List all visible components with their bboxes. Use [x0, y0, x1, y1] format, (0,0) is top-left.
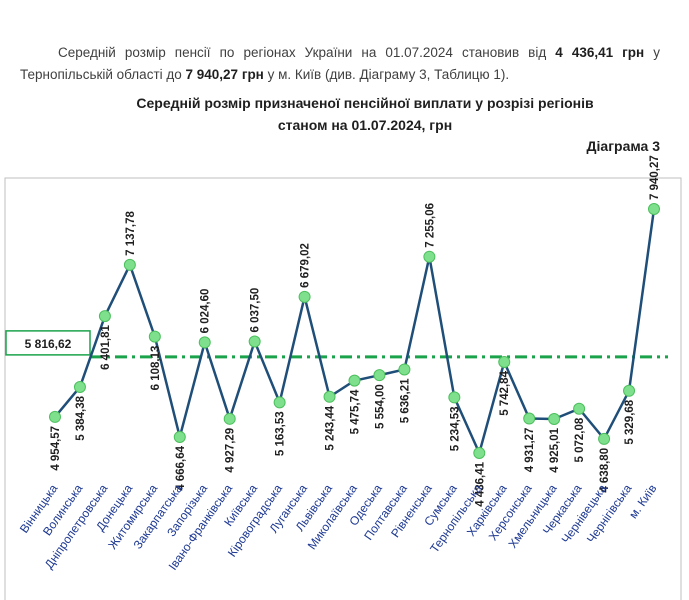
- data-label: 6 401,81: [100, 325, 112, 370]
- data-label: 5 243,44: [325, 405, 337, 450]
- chart-title: Середній розмір призначеної пенсійної ви…: [136, 95, 594, 111]
- data-label: 7 940,27: [649, 155, 661, 200]
- data-label: 4 931,27: [524, 428, 536, 473]
- paragraph-run: Середній розмір пенсії по регіонах Украї…: [58, 44, 556, 60]
- paragraph-run: у м. Київ (див. Діаграму 3, Таблицю 1).: [263, 66, 510, 82]
- data-label: 4 638,80: [599, 448, 611, 493]
- data-label: 5 072,08: [574, 417, 586, 462]
- data-label: 7 255,06: [424, 203, 436, 248]
- data-label: 4 954,57: [50, 426, 62, 471]
- data-label: 5 554,00: [374, 384, 386, 429]
- data-point: [623, 384, 636, 397]
- data-point: [398, 363, 411, 376]
- data-point: [373, 369, 386, 382]
- reference-label-box: [5, 330, 91, 356]
- reference-label: 5 816,62: [25, 337, 72, 351]
- data-label: 7 137,78: [125, 211, 137, 256]
- data-point: [123, 258, 136, 271]
- data-point: [473, 447, 486, 459]
- chart-subtitle: станом на 01.07.2024, грн: [278, 117, 452, 133]
- data-label: 6 108,13: [150, 346, 162, 391]
- data-point: [173, 430, 186, 443]
- data-point: [448, 391, 461, 404]
- chart-frame: [4, 177, 682, 600]
- data-point: [223, 412, 236, 425]
- data-label: 6 679,02: [300, 243, 312, 288]
- data-point: [298, 290, 311, 303]
- data-label: 5 475,74: [350, 389, 362, 434]
- data-point: [49, 410, 61, 423]
- data-point: [548, 412, 561, 425]
- data-point: [598, 432, 611, 445]
- data-label: 6 037,50: [250, 288, 262, 333]
- data-label: 5 163,53: [275, 411, 287, 456]
- data-point: [573, 402, 586, 415]
- data-point: [248, 335, 261, 348]
- data-point: [498, 356, 511, 369]
- data-label: 4 927,29: [225, 428, 237, 473]
- data-point: [648, 203, 660, 215]
- paragraph-run: 7 940,27 грн: [185, 66, 264, 82]
- data-point: [73, 380, 86, 393]
- data-point: [148, 330, 161, 343]
- data-label: 5 384,38: [75, 395, 87, 440]
- data-label: 5 636,21: [399, 378, 411, 423]
- data-point: [523, 412, 536, 425]
- data-point: [423, 250, 436, 263]
- data-label: 5 742,84: [499, 370, 511, 415]
- data-label: 5 234,53: [449, 406, 461, 451]
- data-label: 4 925,01: [549, 427, 561, 472]
- data-point: [348, 374, 361, 387]
- data-label: 4 436,41: [474, 461, 486, 506]
- data-point: [273, 396, 286, 409]
- paragraph: Середній розмір пенсії по регіонах Украї…: [20, 42, 660, 86]
- data-label: 5 329,68: [624, 399, 636, 444]
- data-label: 6 024,60: [200, 289, 212, 334]
- data-point: [198, 336, 211, 349]
- data-point: [323, 390, 336, 403]
- chart-caption: Діаграма 3: [587, 138, 661, 154]
- paragraph-run: 4 436,41 грн: [555, 44, 645, 60]
- paragraph-run: у Тернопільській області до: [20, 44, 660, 82]
- data-point: [98, 310, 111, 323]
- data-label: 4 666,64: [175, 445, 187, 490]
